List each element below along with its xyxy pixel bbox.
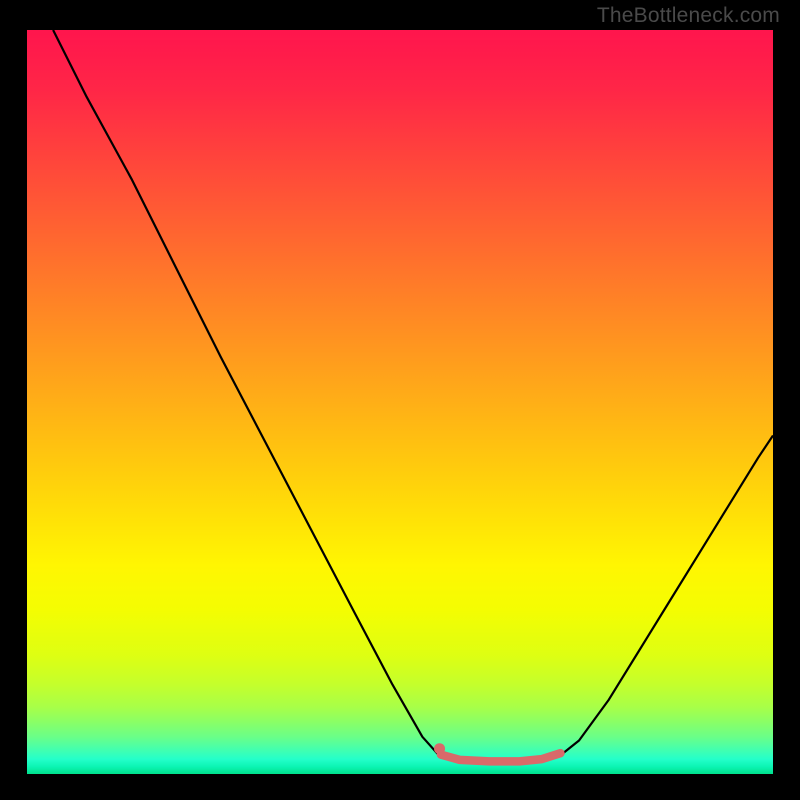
watermark-text: TheBottleneck.com (597, 4, 780, 28)
gradient-background (27, 30, 773, 774)
chart-svg (27, 30, 773, 774)
plot-area (27, 30, 773, 774)
marker-dot (434, 743, 445, 754)
chart-container: TheBottleneck.com (0, 0, 800, 800)
